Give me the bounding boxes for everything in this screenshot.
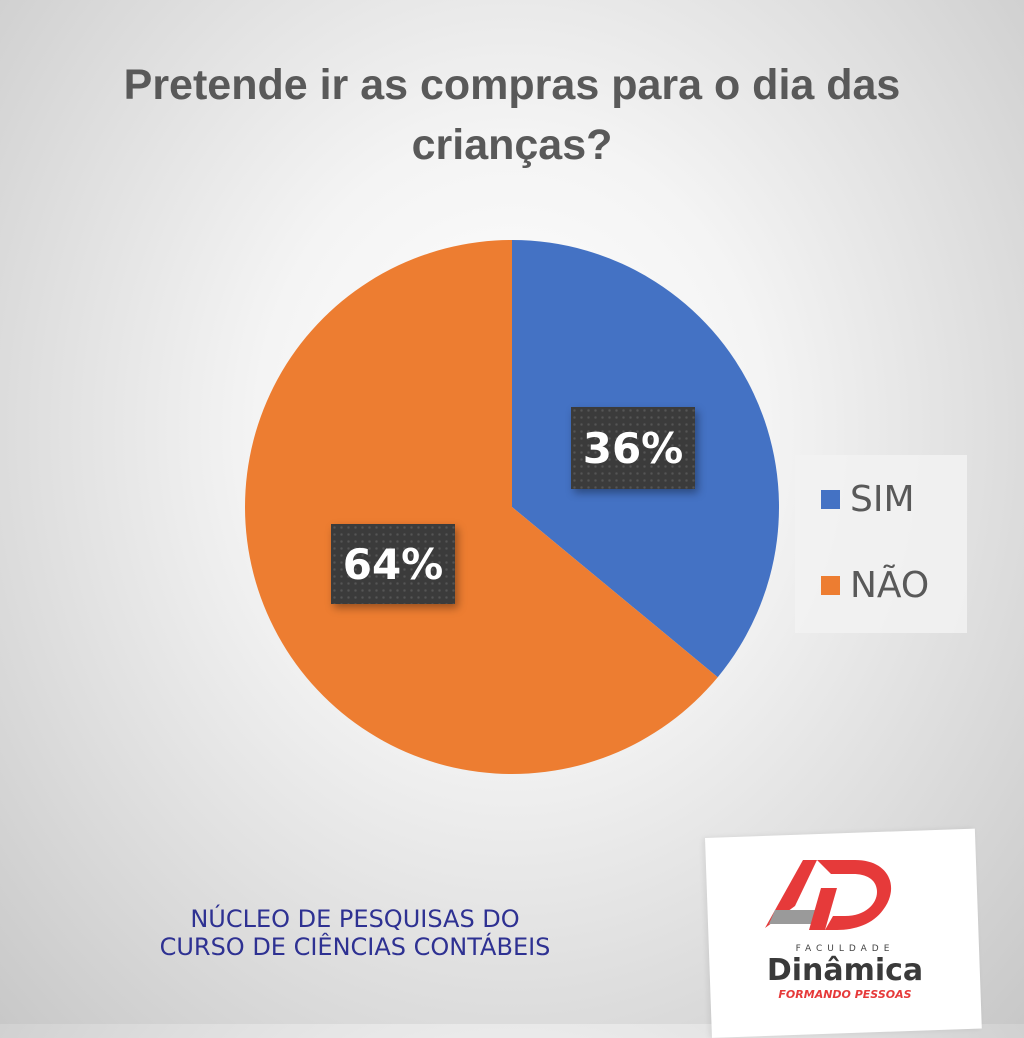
legend-swatch-nao <box>821 576 840 595</box>
logo-subtitle: FACULDADE <box>795 944 895 954</box>
legend-label-sim: SIM <box>850 479 915 520</box>
data-label-nao: 64% <box>331 524 455 604</box>
legend-item-nao: NÃO <box>821 565 929 606</box>
logo-tagline: FORMANDO PESSOAS <box>778 988 912 1001</box>
footer-line-1: NÚCLEO DE PESQUISAS DO <box>190 905 520 933</box>
footer-line-2: CURSO DE CIÊNCIAS CONTÁBEIS <box>159 933 551 961</box>
logo-name: Dinâmica <box>766 953 924 988</box>
chart-title-line-2: crianças? <box>411 121 613 169</box>
legend-item-sim: SIM <box>821 479 915 520</box>
legend-swatch-sim <box>821 490 840 509</box>
legend-label-nao: NÃO <box>850 565 930 606</box>
logo-mark-icon <box>765 860 892 930</box>
chart-title-line-1: Pretende ir as compras para o dia das <box>123 61 901 109</box>
footer-text: NÚCLEO DE PESQUISAS DO CURSO DE CIÊNCIAS… <box>120 905 590 961</box>
chart-title: Pretende ir as compras para o dia das cr… <box>40 55 984 175</box>
data-label-sim: 36% <box>571 407 695 489</box>
pie-slice-nao <box>245 240 718 774</box>
legend: SIM NÃO <box>795 455 967 633</box>
